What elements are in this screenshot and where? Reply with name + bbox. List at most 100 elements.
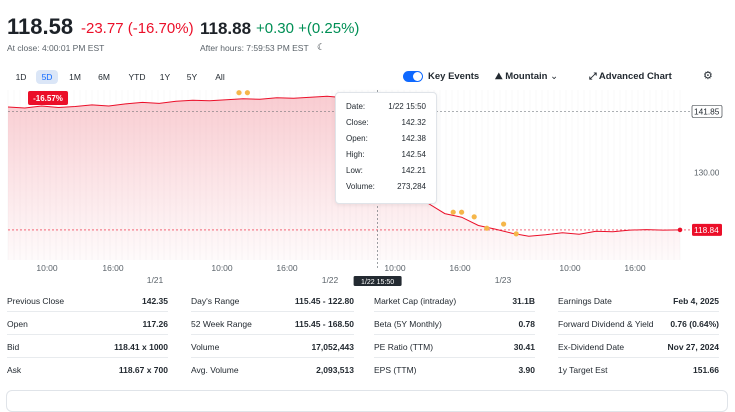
- tooltip-row: Date: 1/22 15:50: [346, 102, 426, 114]
- y-tick-label: 130.00: [694, 167, 720, 177]
- x-tick-label: 16:00: [449, 263, 471, 273]
- stat-divider: [374, 334, 535, 335]
- stat-divider: [7, 357, 168, 358]
- stat-label: Forward Dividend & Yield: [558, 319, 654, 329]
- stat-row: Bid 118.41 x 1000: [7, 342, 168, 356]
- after-hours-change: +0.30 +(0.25%): [256, 20, 360, 37]
- tooltip-row: Open: 142.38: [346, 134, 426, 146]
- stat-label: EPS (TTM): [374, 365, 417, 375]
- tooltip-value: 273,284: [397, 182, 426, 191]
- x-date-label: 1/22: [322, 275, 339, 285]
- close-time: At close: 4:00:01 PM EST: [7, 43, 105, 53]
- stat-value: Feb 4, 2025: [673, 296, 719, 306]
- stat-row: 1y Target Est 151.66: [558, 365, 719, 379]
- stat-value: Nov 27, 2024: [667, 342, 719, 352]
- key-event-dot: [484, 225, 490, 231]
- stat-value: 115.45 - 168.50: [294, 319, 354, 329]
- stat-label: Day's Range: [191, 296, 240, 306]
- y-tick-badge: [691, 105, 723, 118]
- close-price: 118.58: [7, 14, 74, 39]
- stat-value: 17,052,443: [311, 342, 354, 352]
- stat-label: Open: [7, 319, 28, 329]
- tooltip-value: 142.38: [401, 134, 426, 143]
- key-events-toggle[interactable]: [403, 71, 423, 82]
- chart-type-dropdown[interactable]: ⛰ Mountain ⌄: [495, 71, 559, 82]
- stat-label: Beta (5Y Monthly): [374, 319, 442, 329]
- bottom-card: [6, 390, 728, 412]
- last-price-dot: [677, 227, 683, 233]
- stat-divider: [558, 311, 719, 312]
- stat-label: PE Ratio (TTM): [374, 342, 434, 352]
- x-tick-label: 10:00: [36, 263, 58, 273]
- stat-divider: [191, 334, 354, 335]
- after-hours-time: After hours: 7:59:53 PM EST: [200, 43, 309, 53]
- range-button-5y[interactable]: 5Y: [186, 72, 198, 82]
- stat-label: Bid: [7, 342, 20, 352]
- advanced-chart-button[interactable]: ⤢ Advanced Chart: [589, 71, 672, 82]
- range-button-1y[interactable]: 1Y: [159, 72, 171, 82]
- stat-row: Volume 17,052,443: [191, 342, 354, 356]
- stat-label: Previous Close: [7, 296, 65, 306]
- crosshair-label-bg: [353, 276, 402, 286]
- range-button-ytd[interactable]: YTD: [128, 72, 146, 82]
- stat-row: Previous Close 142.35: [7, 296, 168, 310]
- stat-label: Ex-Dividend Date: [558, 342, 625, 352]
- close-change: -23.77 (-16.70%): [81, 20, 194, 37]
- stat-label: Earnings Date: [558, 296, 612, 306]
- stat-value: 115.45 - 122.80: [294, 296, 354, 306]
- tooltip-row: Close: 142.32: [346, 118, 426, 130]
- key-event-dot: [471, 214, 477, 220]
- stat-value: 151.66: [693, 365, 719, 375]
- range-button-1m[interactable]: 1M: [69, 72, 81, 82]
- key-event-dot: [236, 90, 242, 96]
- stat-divider: [374, 357, 535, 358]
- mountain-icon: ⛰: [495, 71, 503, 81]
- range-button-6m[interactable]: 6M: [98, 72, 110, 82]
- stat-row: Avg. Volume 2,093,513: [191, 365, 354, 379]
- stat-row: Open 117.26: [7, 319, 168, 333]
- stat-label: Ask: [7, 365, 22, 375]
- range-button-all[interactable]: All: [215, 72, 225, 82]
- range-button-1d[interactable]: 1D: [15, 72, 27, 82]
- tooltip-row: High: 142.54: [346, 150, 426, 162]
- stat-divider: [7, 311, 168, 312]
- stat-row: Earnings Date Feb 4, 2025: [558, 296, 719, 310]
- settings-gear-icon[interactable]: ⚙: [703, 70, 713, 82]
- tooltip-row: Low: 142.21: [346, 166, 426, 178]
- range-button-5d[interactable]: 5D: [36, 70, 58, 84]
- x-tick-label: 10:00: [384, 263, 406, 273]
- change-badge-bg: [28, 91, 68, 105]
- tooltip-key: Close:: [346, 118, 369, 127]
- tooltip-key: Open:: [346, 134, 368, 143]
- key-event-dot: [450, 209, 456, 215]
- moon-icon: ☾: [317, 42, 326, 52]
- x-tick-label: 16:00: [624, 263, 646, 273]
- tooltip-key: High:: [346, 150, 365, 159]
- key-event-dot: [501, 221, 507, 227]
- stat-value: 118.41 x 1000: [114, 342, 168, 352]
- key-event-dot: [244, 90, 250, 96]
- change-badge: -16.57%: [33, 94, 63, 103]
- x-tick-label: 10:00: [559, 263, 581, 273]
- x-date-label: 1/21: [147, 275, 164, 285]
- stat-label: Avg. Volume: [191, 365, 239, 375]
- stat-label: 52 Week Range: [191, 319, 252, 329]
- chart-tooltip: Date: 1/22 15:50 Close: 142.32 Open: 142.38 Hi…: [335, 92, 437, 204]
- stat-row: EPS (TTM) 3.90: [374, 365, 535, 379]
- stat-row: Market Cap (intraday) 31.1B: [374, 296, 535, 310]
- stat-row: Beta (5Y Monthly) 0.78: [374, 319, 535, 333]
- stat-divider: [558, 334, 719, 335]
- key-events-label: Key Events: [428, 71, 480, 82]
- y-tick-label: 141.85: [694, 106, 720, 116]
- stat-value: 142.35: [142, 296, 168, 306]
- tooltip-key: Date:: [346, 102, 366, 111]
- stat-value: 3.90: [518, 365, 535, 375]
- after-hours-price: 118.88: [200, 19, 252, 38]
- stat-value: 118.67 x 700: [118, 365, 168, 375]
- stat-value: 117.26: [142, 319, 168, 329]
- stat-row: 52 Week Range 115.45 - 168.50: [191, 319, 354, 333]
- tooltip-value: 142.21: [401, 166, 426, 175]
- stat-value: 0.78: [518, 319, 535, 329]
- key-event-dot: [513, 231, 519, 237]
- stat-row: Ask 118.67 x 700: [7, 365, 168, 379]
